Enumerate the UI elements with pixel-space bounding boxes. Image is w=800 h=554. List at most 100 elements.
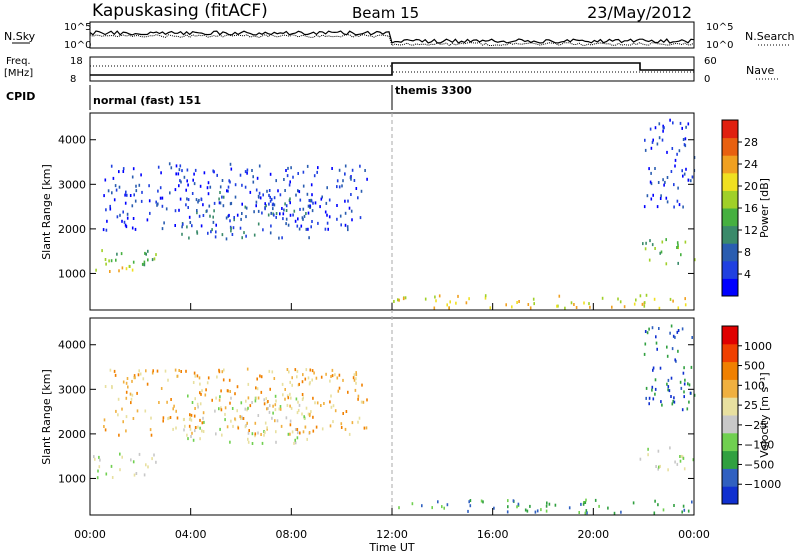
heatmap-cell [658,136,661,140]
heatmap-cell [302,373,304,377]
heatmap-cell [183,175,186,179]
heatmap-cell [182,222,184,226]
heatmap-cell [303,214,306,218]
heatmap-cell [138,183,141,187]
heatmap-cell [676,330,679,334]
heatmap-cell [207,192,210,196]
heatmap-cell [315,425,318,429]
heatmap-cell [230,229,232,233]
heatmap-cell [275,440,277,444]
heatmap-cell [669,297,672,301]
heatmap-cell [680,454,683,458]
heatmap-cell [227,189,229,193]
heatmap-cell [216,375,218,379]
y-tick-label: 4000 [58,339,86,352]
heatmap-cell [230,396,232,400]
heatmap-cell [642,242,644,246]
heatmap-cell [351,168,354,172]
heatmap-cell [336,376,339,380]
heatmap-cell [584,501,587,504]
velocity-colorbar-frame [721,325,739,505]
heatmap-cell [331,167,333,170]
heatmap-cell [342,179,344,183]
heatmap-cell [320,404,322,407]
heatmap-cell [271,416,273,420]
heatmap-cell [655,341,658,345]
heatmap-cell [281,236,283,240]
heatmap-cell [275,215,277,219]
y-tick-label: 3000 [58,178,86,191]
heatmap-cell [268,410,271,414]
heatmap-cell [656,205,659,209]
heatmap-cell [273,213,275,217]
heatmap-cell [253,233,256,237]
heatmap-cell [206,186,209,190]
velocity-colorbar-label: Velocity [m s⁻¹] [758,372,771,457]
x-tick-label: 04:00 [175,528,207,541]
heatmap-cell [350,209,353,213]
heatmap-cell [174,188,177,192]
heatmap-cell [661,403,663,407]
y-tick-label: 1000 [58,472,86,485]
velocity-colorbar [722,326,738,505]
heatmap-cell [144,251,146,255]
heatmap-cell [111,191,113,195]
heatmap-cell [288,370,290,374]
heatmap-cell [287,432,290,436]
heatmap-cell [161,196,164,200]
heatmap-cell [199,382,201,386]
heatmap-cell [125,190,127,194]
freq-right-tick-top: 60 [704,56,717,67]
heatmap-cell [134,227,137,231]
heatmap-cell [289,419,292,423]
heatmap-cell [236,213,239,217]
heatmap-cell [669,331,671,335]
heatmap-cell [221,433,223,437]
heatmap-cell [164,369,167,373]
heatmap-cell [690,365,693,369]
heatmap-cell [268,193,270,197]
heatmap-cell [296,411,299,415]
heatmap-cell [232,226,235,230]
heatmap-cell [275,212,278,215]
heatmap-cell [353,179,356,182]
heatmap-cell [301,380,304,384]
heatmap-cell [677,349,679,353]
heatmap-cell [99,458,101,462]
heatmap-cell [264,207,266,211]
heatmap-cell [98,465,101,469]
heatmap-cell [285,209,288,212]
colorbar-tick-label: 500 [744,360,765,373]
heatmap-cell [157,189,159,193]
heatmap-cell [291,376,293,380]
heatmap-cell [290,396,292,400]
heatmap-cell [363,426,366,430]
heatmap-cell [255,204,257,208]
heatmap-cell [131,393,134,397]
heatmap-cell [309,204,311,208]
heatmap-cell [247,406,249,410]
heatmap-cell [291,383,293,387]
heatmap-cell [256,387,259,391]
heatmap-cell [505,303,507,307]
heatmap-cell [229,180,231,184]
heatmap-cell [161,227,164,231]
heatmap-cell [311,193,313,197]
heatmap-cell [246,421,248,425]
heatmap-cell [247,382,250,386]
heatmap-cell [289,423,292,427]
heatmap-cell [175,164,178,168]
heatmap-cell [211,228,213,232]
heatmap-cell [665,238,667,242]
heatmap-cell [98,455,100,459]
heatmap-cell [671,402,674,406]
heatmap-cell [268,189,271,192]
heatmap-cell [331,374,334,378]
heatmap-cell [200,392,202,396]
heatmap-cell [677,306,680,310]
heatmap-cell [213,201,216,205]
heatmap-cell [178,184,180,188]
heatmap-cell [297,217,299,221]
heatmap-cell [199,426,201,430]
heatmap-cell [677,243,679,247]
